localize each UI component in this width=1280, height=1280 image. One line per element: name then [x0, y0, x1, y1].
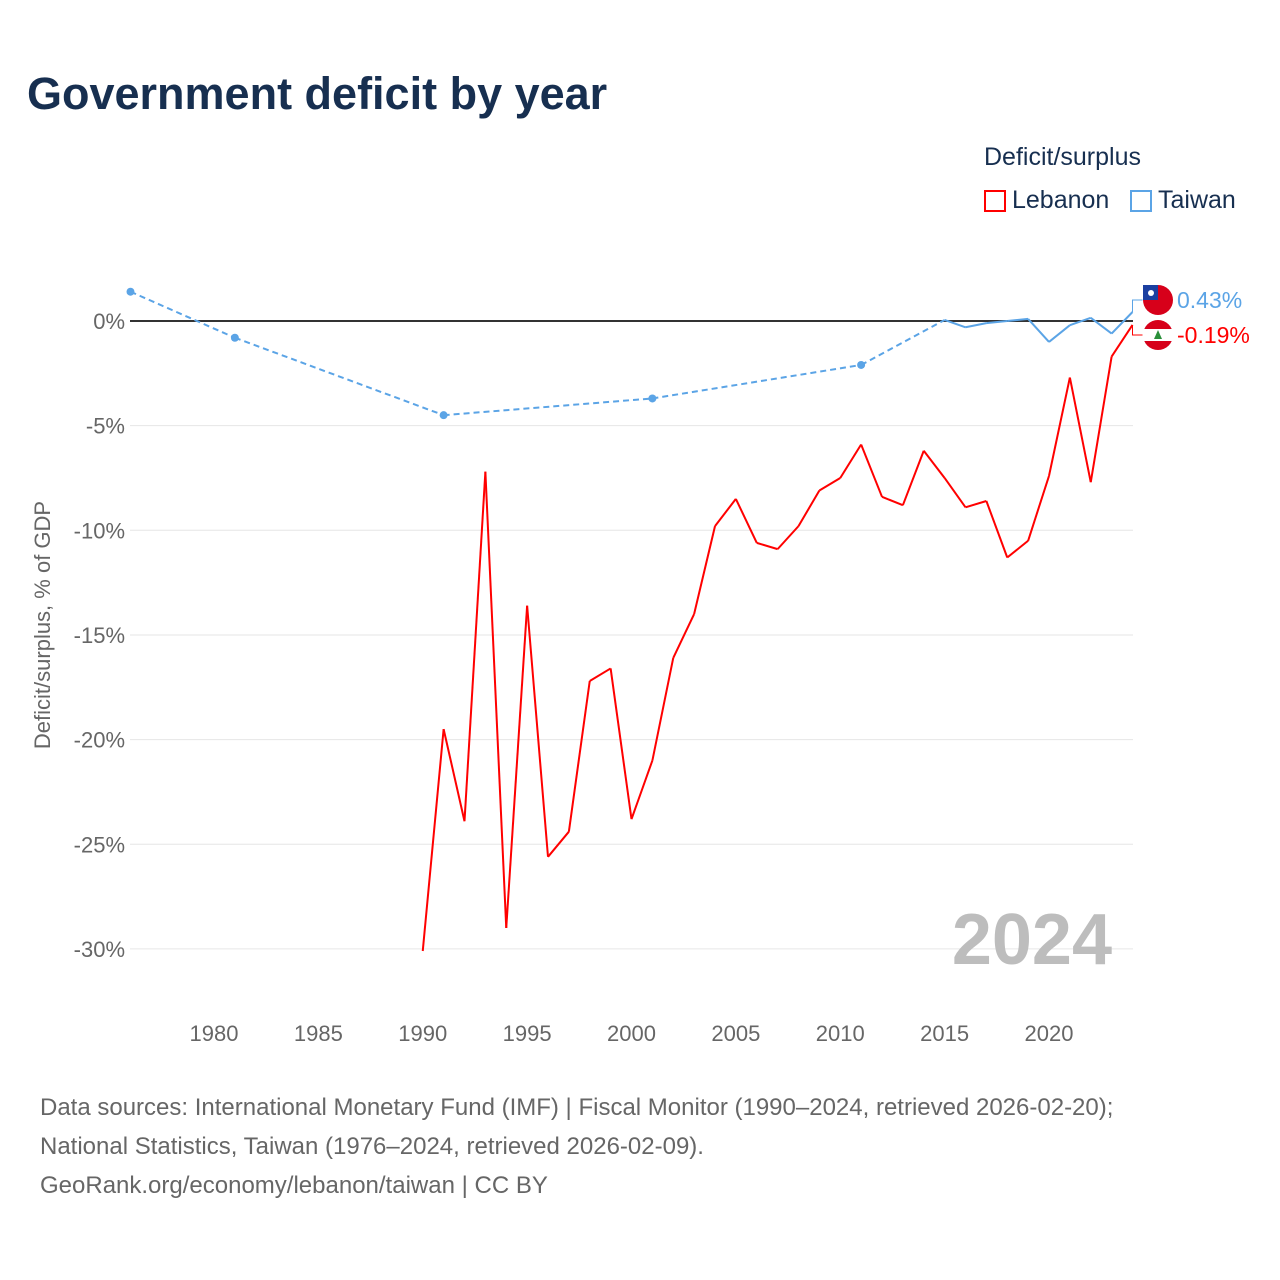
series-segment-taiwan: [443, 397, 653, 417]
x-tick-label: 2005: [711, 1021, 760, 1046]
series-segment-taiwan: [986, 320, 1008, 325]
y-tick-label: -25%: [74, 832, 125, 857]
series-segment-lebanon: [943, 477, 967, 508]
series-segment-taiwan: [1069, 316, 1092, 327]
series-segment-taiwan: [965, 322, 987, 329]
year-watermark: 2024: [952, 900, 1112, 980]
footer-sources: Data sources: International Monetary Fun…: [40, 1094, 1114, 1121]
series-segment-lebanon: [526, 605, 549, 857]
lebanon-flag-cedar: [1154, 330, 1162, 339]
series-segment-lebanon: [714, 498, 737, 527]
series-segment-lebanon: [1048, 377, 1071, 477]
series-segment-taiwan: [1090, 317, 1113, 335]
footer-sources-2: National Statistics, Taiwan (1976–2024, …: [40, 1133, 704, 1160]
series-segment-lebanon: [922, 450, 946, 479]
legend-label: Lebanon: [1012, 186, 1110, 214]
label-connector: [1132, 324, 1143, 336]
series-segment-lebanon: [797, 490, 821, 527]
x-tick-label: 2010: [816, 1021, 865, 1046]
footer-credit[interactable]: GeoRank.org/economy/lebanon/taiwan | CC …: [40, 1172, 548, 1199]
series-segment-lebanon: [734, 498, 758, 544]
data-point-taiwan: [857, 360, 866, 369]
y-tick-label: -30%: [74, 937, 125, 962]
x-tick-label: 1995: [503, 1021, 552, 1046]
series-segment-taiwan: [1110, 311, 1134, 335]
series-segment-lebanon: [860, 444, 883, 498]
series-segment-lebanon: [1089, 356, 1113, 483]
series-segment-lebanon: [839, 443, 862, 479]
end-value-label: -0.19%: [1177, 322, 1250, 348]
data-point-taiwan: [648, 394, 657, 403]
y-tick-label: -15%: [74, 623, 125, 648]
label-connector: [1132, 299, 1143, 313]
footer: Data sources: International Monetary Fun…: [40, 1088, 1113, 1205]
series-segment-lebanon: [547, 831, 570, 858]
y-axis-title: Deficit/surplus, % of GDP: [30, 501, 55, 749]
series-segment-lebanon: [693, 525, 716, 615]
x-tick-label: 2015: [920, 1021, 969, 1046]
series-segment-lebanon: [672, 613, 696, 659]
legend-item-taiwan[interactable]: Taiwan: [1130, 186, 1236, 215]
y-tick-label: -10%: [74, 518, 125, 543]
legend-label: Taiwan: [1158, 186, 1236, 214]
series-segment-lebanon: [630, 760, 654, 820]
plot-area: 0% -5% -10% -15% -20% -25% -30% 1980 1985 1990 199…: [30, 285, 1250, 1046]
series-segment-lebanon: [901, 450, 925, 506]
series-segment-taiwan: [234, 336, 444, 417]
series-segment-lebanon: [1027, 475, 1050, 542]
series-segment-taiwan: [1007, 317, 1029, 322]
series-segment-taiwan: [130, 290, 236, 339]
taiwan-flag-sun: [1148, 290, 1154, 296]
y-tick-label: 0%: [93, 309, 125, 334]
series-segment-taiwan: [860, 319, 946, 366]
series-segment-lebanon: [421, 729, 445, 952]
series-segment-lebanon: [776, 525, 800, 550]
end-value-label: 0.43%: [1177, 287, 1242, 313]
series-segment-lebanon: [609, 668, 633, 820]
series-segment-lebanon: [881, 495, 904, 507]
y-tick-label: -5%: [86, 414, 125, 439]
series-segment-lebanon: [463, 471, 487, 822]
series-segment-taiwan: [652, 363, 862, 400]
legend-swatch: [1130, 189, 1152, 212]
series-segment-taiwan: [1027, 318, 1050, 343]
x-tick-label: 2020: [1025, 1021, 1074, 1046]
series-segment-lebanon: [1068, 377, 1092, 483]
y-tick-label: -20%: [74, 728, 125, 753]
series-segment-lebanon: [756, 541, 778, 551]
data-point-taiwan: [439, 411, 448, 420]
series-segment-lebanon: [818, 477, 841, 492]
data-point-taiwan: [230, 333, 239, 342]
series-segment-lebanon: [651, 657, 675, 761]
x-tick-label: 1990: [398, 1021, 447, 1046]
data-point-taiwan: [126, 287, 135, 296]
series-segment-lebanon: [567, 680, 591, 832]
series-segment-lebanon: [985, 500, 1009, 558]
legend-swatch: [984, 189, 1006, 212]
series-segment-taiwan: [1048, 324, 1071, 343]
x-tick-label: 2000: [607, 1021, 656, 1046]
series-segment-lebanon: [442, 728, 466, 822]
series-segment-lebanon: [965, 500, 987, 509]
x-tick-label: 1980: [190, 1021, 239, 1046]
legend-item-lebanon[interactable]: Lebanon: [984, 186, 1109, 215]
series-segment-lebanon: [1006, 539, 1029, 559]
chart-title: Government deficit by year: [27, 68, 608, 119]
x-tick-label: 1985: [294, 1021, 343, 1046]
series-segment-lebanon: [589, 667, 612, 682]
series-segment-taiwan: [944, 319, 966, 329]
series-segment-lebanon: [484, 471, 508, 929]
series-segment-lebanon: [505, 605, 529, 929]
legend-title: Deficit/surplus: [984, 143, 1141, 171]
series-segment-lebanon: [1110, 324, 1134, 358]
